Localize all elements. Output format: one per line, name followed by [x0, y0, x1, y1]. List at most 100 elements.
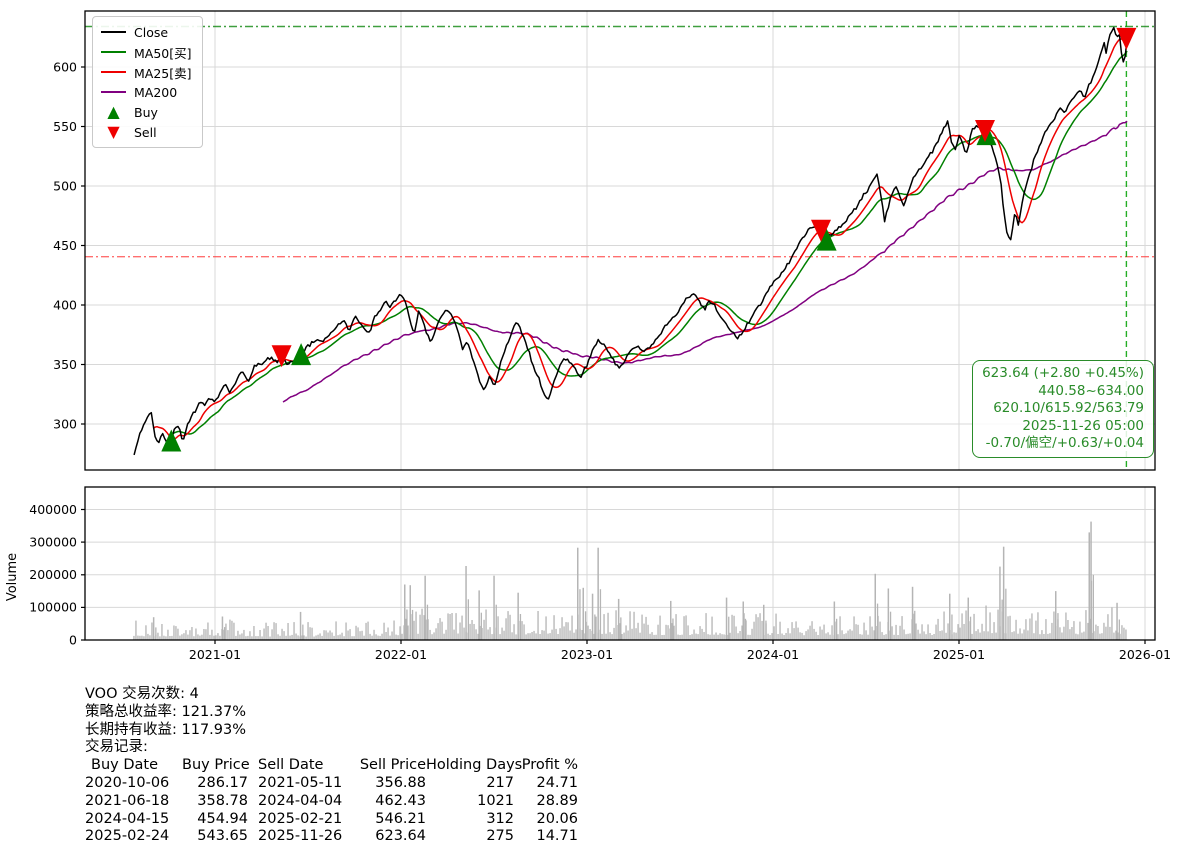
price-tick-label: 300 [53, 416, 77, 431]
trade-cell: 2021-05-11 [258, 774, 343, 791]
legend: Close MA50[买] MA25[卖] MA200 ▲ Buy ▼ Sell [92, 16, 203, 148]
legend-label: Sell [134, 124, 157, 140]
trade-cell: 2025-11-26 [258, 828, 343, 845]
trade-log-label: 交易记录: [85, 739, 148, 756]
buy-marker [161, 429, 182, 452]
legend-item-buy: ▲ Buy [101, 102, 192, 122]
volume-bars [133, 521, 1127, 640]
price-tick-label: 350 [53, 357, 77, 372]
sell-marker [271, 345, 292, 368]
legend-label: MA200 [134, 84, 178, 100]
trade-cell: 312 [486, 810, 514, 827]
trade-col-header: Sell Date [258, 757, 324, 774]
legend-line-swatch [101, 91, 126, 93]
trade-row: 2025-02-24 543.65 2025-11-26 623.64 275 14.71 [85, 828, 578, 846]
sell-marker [1116, 27, 1137, 50]
price-tick-label: 500 [53, 178, 77, 193]
buyhold-return-line: 长期持有收益: 117.93% [85, 721, 247, 738]
trade-markers [161, 27, 1137, 452]
trade-cell: 1021 [477, 792, 514, 809]
price-tick-label: 600 [53, 59, 77, 74]
trade-col-header: Holding Days [426, 757, 523, 774]
date-tick-label: 2022-01 [375, 647, 427, 662]
legend-label: MA50[买] [134, 45, 192, 61]
trade-cell: 358.78 [197, 792, 248, 809]
price-axes-frame [84, 10, 1156, 471]
trade-cell: 356.88 [375, 774, 426, 791]
volume-tick-label: 0 [69, 632, 77, 647]
date-tick-label: 2025-01 [933, 647, 985, 662]
trade-col-header: Profit % [521, 757, 578, 774]
trade-cell: 275 [486, 828, 514, 845]
trade-count-line: VOO 交易次数: 4 [85, 686, 199, 702]
trade-cell: 623.64 [375, 828, 426, 845]
trade-table: Buy Date Buy Price Sell Date Sell PriceHold… [85, 757, 578, 846]
ma25-line [152, 38, 1128, 440]
trade-cell: 2024-04-04 [258, 792, 343, 809]
ma50-line [171, 50, 1128, 435]
sell-marker [975, 120, 995, 142]
legend-line-swatch [101, 51, 126, 53]
annotation-date-line: 2025-11-26 05:00 [1022, 417, 1144, 434]
ma200-line [282, 120, 1128, 403]
sell-marker [811, 219, 831, 242]
volume-tick-label: 200000 [29, 567, 77, 582]
price-tick-label: 550 [53, 119, 77, 134]
date-tick-label: 2021-01 [189, 647, 241, 662]
trade-cell: 2025-02-24 [85, 828, 170, 845]
volume-axes-frame [84, 486, 1156, 641]
annotation-price-line: 623.64 (+2.80 +0.45%) [982, 365, 1144, 381]
trade-cell: 217 [486, 774, 514, 791]
buy-marker [816, 228, 837, 251]
trade-cell: 14.71 [536, 828, 578, 845]
price-annotation-box: 623.64 (+2.80 +0.45%) 440.58~634.00 620.… [972, 360, 1154, 458]
legend-item-close: Close [101, 22, 192, 42]
legend-label: Close [134, 24, 169, 40]
trade-cell: 2025-02-21 [258, 810, 343, 827]
trade-table-header: Buy Date Buy Price Sell Date Sell PriceHold… [85, 757, 578, 775]
trade-cell: 2021-06-18 [85, 792, 170, 809]
legend-item-ma50: MA50[买] [101, 42, 192, 62]
legend-line-swatch [101, 31, 126, 33]
strategy-return-line: 策略总收益率: 121.37% [85, 703, 247, 720]
trade-cell: 2024-04-15 [85, 810, 170, 827]
trade-col-header: Buy Date [91, 757, 158, 774]
volume-tick-label: 400000 [29, 502, 77, 517]
date-tick-label: 2023-01 [561, 647, 613, 662]
volume-tick-label: 100000 [29, 600, 77, 615]
trade-row: 2024-04-15 454.94 2025-02-21 546.21 312 20.06 [85, 811, 578, 829]
gridlines [85, 11, 1155, 640]
sell-marker-icon: ▼ [107, 122, 120, 141]
volume-tick-label: 300000 [29, 534, 77, 549]
annotation-ma-line: 620.10/615.92/563.79 [993, 400, 1144, 417]
price-volume-chart: 300 350 400 450 500 550 600 0 100000 200000 300000… [5, 10, 1171, 662]
price-tick-label: 450 [53, 238, 77, 253]
trade-cell: 20.06 [536, 810, 578, 827]
trade-col-header: Sell Price [359, 757, 426, 774]
price-tick-label: 400 [53, 297, 77, 312]
volume-axis-label: Volume [5, 553, 20, 601]
legend-item-ma200: MA200 [101, 82, 192, 102]
legend-label: MA25[卖] [134, 65, 192, 81]
legend-label: Buy [134, 104, 158, 120]
legend-line-swatch [101, 71, 126, 73]
trade-cell: 2020-10-06 [85, 774, 170, 791]
buy-marker-icon: ▲ [107, 102, 120, 121]
trade-col-header: Buy Price [182, 757, 250, 774]
buy-marker [291, 343, 312, 366]
axes-frames [84, 10, 1156, 641]
date-tick-label: 2024-01 [747, 647, 799, 662]
trade-cell: 543.65 [197, 828, 248, 845]
annotation-range-line: 440.58~634.00 [1038, 382, 1144, 399]
trade-row: 2020-10-06 286.17 2021-05-11 356.88 217 24.71 [85, 775, 578, 793]
date-tick-label: 2026-01 [1119, 647, 1171, 662]
trade-cell: 286.17 [197, 774, 248, 791]
tick-labels: 300 350 400 450 500 550 600 0 100000 200000 300000… [5, 59, 1171, 662]
trade-row: 2021-06-18 358.78 2024-04-04 462.43 1021 28.8… [85, 793, 578, 811]
annotation-signal-line: -0.70/偏空/+0.63/+0.04 [985, 435, 1144, 452]
trade-cell: 24.71 [536, 774, 578, 791]
legend-item-sell: ▼ Sell [101, 122, 192, 142]
strategy-stats: VOO 交易次数: 4 策略总收益率: 121.37% 长期持有收益: 117.… [85, 686, 578, 846]
trade-cell: 28.89 [536, 792, 578, 809]
trade-cell: 546.21 [375, 810, 426, 827]
